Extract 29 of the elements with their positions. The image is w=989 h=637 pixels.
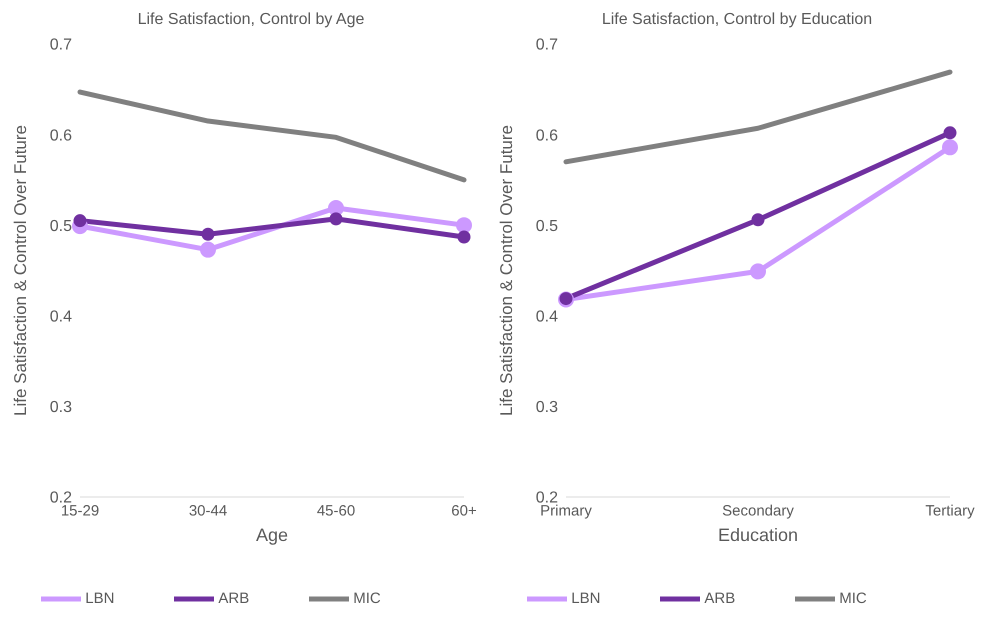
y-tick-label: 0.7 bbox=[50, 36, 72, 54]
x-tick-label: Primary bbox=[540, 502, 592, 520]
x-tick-label: Tertiary bbox=[925, 502, 976, 520]
y-axis-title: Life Satisfaction & Control Over Future bbox=[497, 124, 516, 416]
y-tick-label: 0.3 bbox=[50, 399, 72, 416]
legend-label: ARB bbox=[704, 590, 736, 607]
legend-label: ARB bbox=[218, 590, 250, 607]
x-axis-title: Age bbox=[256, 525, 288, 545]
x-tick-label: 30-44 bbox=[188, 502, 228, 520]
x-tick-label: 15-29 bbox=[60, 502, 100, 520]
y-tick-label: 0.6 bbox=[50, 127, 72, 144]
legend-label: MIC bbox=[839, 590, 867, 607]
y-tick-label: 0.4 bbox=[50, 308, 72, 326]
y-tick-label: 0.7 bbox=[536, 36, 558, 54]
y-axis-title: Life Satisfaction & Control Over Future bbox=[11, 124, 30, 416]
y-tick-label: 0.6 bbox=[536, 127, 558, 144]
chart-title: Life Satisfaction, Control by Education bbox=[600, 10, 874, 30]
legend-label: LBN bbox=[85, 590, 114, 607]
x-tick-label: 60+ bbox=[451, 502, 477, 520]
x-axis-title: Education bbox=[718, 525, 798, 545]
y-tick-label: 0.4 bbox=[536, 308, 558, 326]
x-tick-label: Secondary bbox=[722, 502, 794, 520]
y-tick-label: 0.5 bbox=[50, 218, 72, 235]
y-tick-label: 0.5 bbox=[536, 218, 558, 235]
legend-label: LBN bbox=[571, 590, 600, 607]
x-tick-label: 45-60 bbox=[316, 502, 356, 520]
chart-title: Life Satisfaction, Control by Age bbox=[136, 10, 366, 30]
y-tick-label: 0.3 bbox=[536, 399, 558, 416]
legend-label: MIC bbox=[353, 590, 381, 607]
